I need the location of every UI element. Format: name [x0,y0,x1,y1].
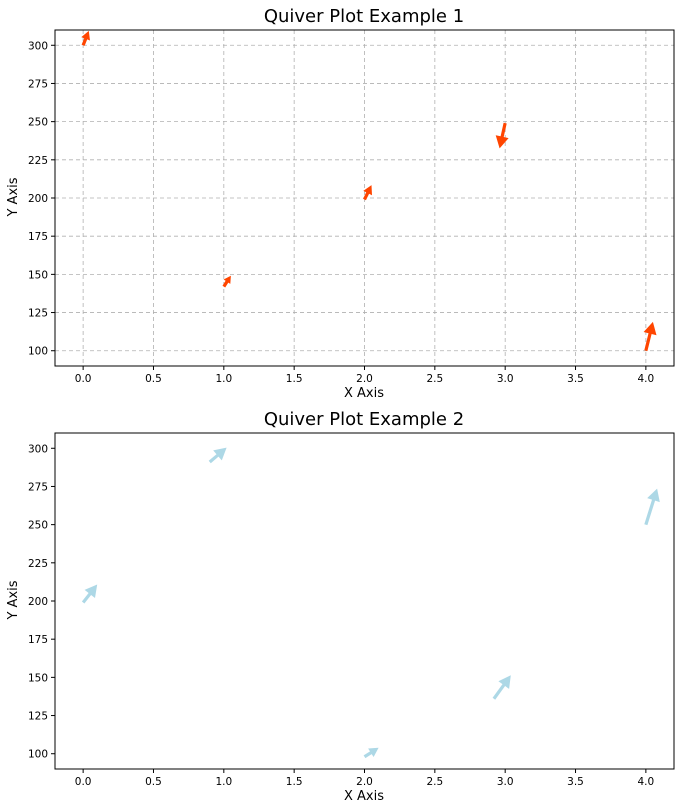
chart-2-y-tick-label: 225 [28,558,48,570]
chart-1-quiver-arrow [81,30,90,46]
chart-1-y-tick-label: 250 [28,117,48,129]
chart-1-y-axis-label: Y Axis [6,177,21,217]
chart-1: Quiver Plot Example 1 X Axis Y Axis 0.0 0… [6,6,675,401]
chart-1-x-tick-label: 3.5 [567,373,584,385]
chart-1-x-tick-label: 1.5 [286,373,303,385]
chart-1-y-tick-label: 300 [28,40,48,52]
chart-1-y-tick-label: 225 [28,155,48,167]
chart-2-y-tick-label: 300 [28,443,48,455]
chart-2-x-axis-label: X Axis [344,789,384,804]
chart-2-quiver-arrow [81,584,98,604]
chart-2-title: Quiver Plot Example 2 [264,409,464,430]
chart-2-x-tick-label: 1.5 [286,776,303,788]
chart-2-x-tick-label: 0.5 [145,776,162,788]
chart-1-y-tick-label: 175 [28,231,48,243]
chart-2-x-tick-label: 3.0 [497,776,514,788]
chart-1-x-axis-label: X Axis [344,386,384,401]
chart-1-x-tick-label: 2.0 [356,373,373,385]
chart-1-y-tick-label: 100 [28,346,48,358]
chart-1-x-tick-label: 2.5 [426,373,443,385]
chart-2-quiver-arrow [208,447,227,464]
chart-1-x-tick-label: 0.0 [75,373,92,385]
chart-1-quiver-arrow [643,321,657,352]
chart-1-x-tick-label: 3.0 [497,373,514,385]
chart-1-y-tick-label: 150 [28,269,48,281]
chart-1-y-tick-label: 275 [28,78,48,90]
chart-1-x-tick-label: 4.0 [638,373,655,385]
chart-2-x-tick-label: 2.5 [426,776,443,788]
chart-1-quiver-arrow [363,185,372,201]
chart-2-quiver-arrow [644,488,660,526]
chart-2-plot-frame [54,432,675,770]
chart-2: Quiver Plot Example 2 X Axis Y Axis 0.0 0… [6,409,675,804]
chart-1-x-tick-label: 0.5 [145,373,162,385]
chart-2-quiver-arrow [363,747,379,759]
chart-2-y-tick-label: 175 [28,634,48,646]
chart-1-title: Quiver Plot Example 1 [264,6,464,27]
chart-2-x-tick-label: 4.0 [638,776,655,788]
chart-2-y-tick-label: 250 [28,520,48,532]
chart-2-x-tick-label: 3.5 [567,776,584,788]
chart-1-quiver-arrow [222,275,231,288]
chart-2-y-tick-label: 275 [28,481,48,493]
chart-1-x-tick-label: 1.0 [215,373,232,385]
chart-2-x-tick-label: 2.0 [356,776,373,788]
chart-2-y-tick-label: 100 [28,749,48,761]
chart-2-x-tick-label: 1.0 [215,776,232,788]
chart-2-y-tick-label: 125 [28,711,48,723]
chart-2-y-axis-label: Y Axis [6,580,21,620]
chart-2-y-tick-label: 200 [28,596,48,608]
chart-1-y-tick-label: 200 [28,193,48,205]
chart-2-quiver-arrow [492,675,511,700]
chart-2-x-tick-label: 0.0 [75,776,92,788]
chart-2-y-tick-label: 150 [28,672,48,684]
chart-1-quiver-arrow [495,122,509,149]
chart-1-y-tick-label: 125 [28,308,48,320]
